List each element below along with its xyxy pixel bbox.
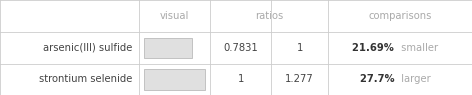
Text: 1: 1 xyxy=(237,74,244,84)
Text: 0.7831: 0.7831 xyxy=(223,43,258,53)
Text: 1: 1 xyxy=(296,43,303,53)
Text: 21.69%: 21.69% xyxy=(352,43,397,53)
Bar xyxy=(144,38,192,58)
Text: 27.7%: 27.7% xyxy=(360,74,397,84)
Bar xyxy=(144,69,205,90)
Text: comparisons: comparisons xyxy=(368,11,432,21)
Text: smaller: smaller xyxy=(397,43,438,53)
Text: larger: larger xyxy=(397,74,430,84)
Text: visual: visual xyxy=(160,11,189,21)
Text: ratios: ratios xyxy=(255,11,283,21)
Text: strontium selenide: strontium selenide xyxy=(39,74,132,84)
Text: arsenic(III) sulfide: arsenic(III) sulfide xyxy=(43,43,132,53)
Text: 1.277: 1.277 xyxy=(286,74,314,84)
